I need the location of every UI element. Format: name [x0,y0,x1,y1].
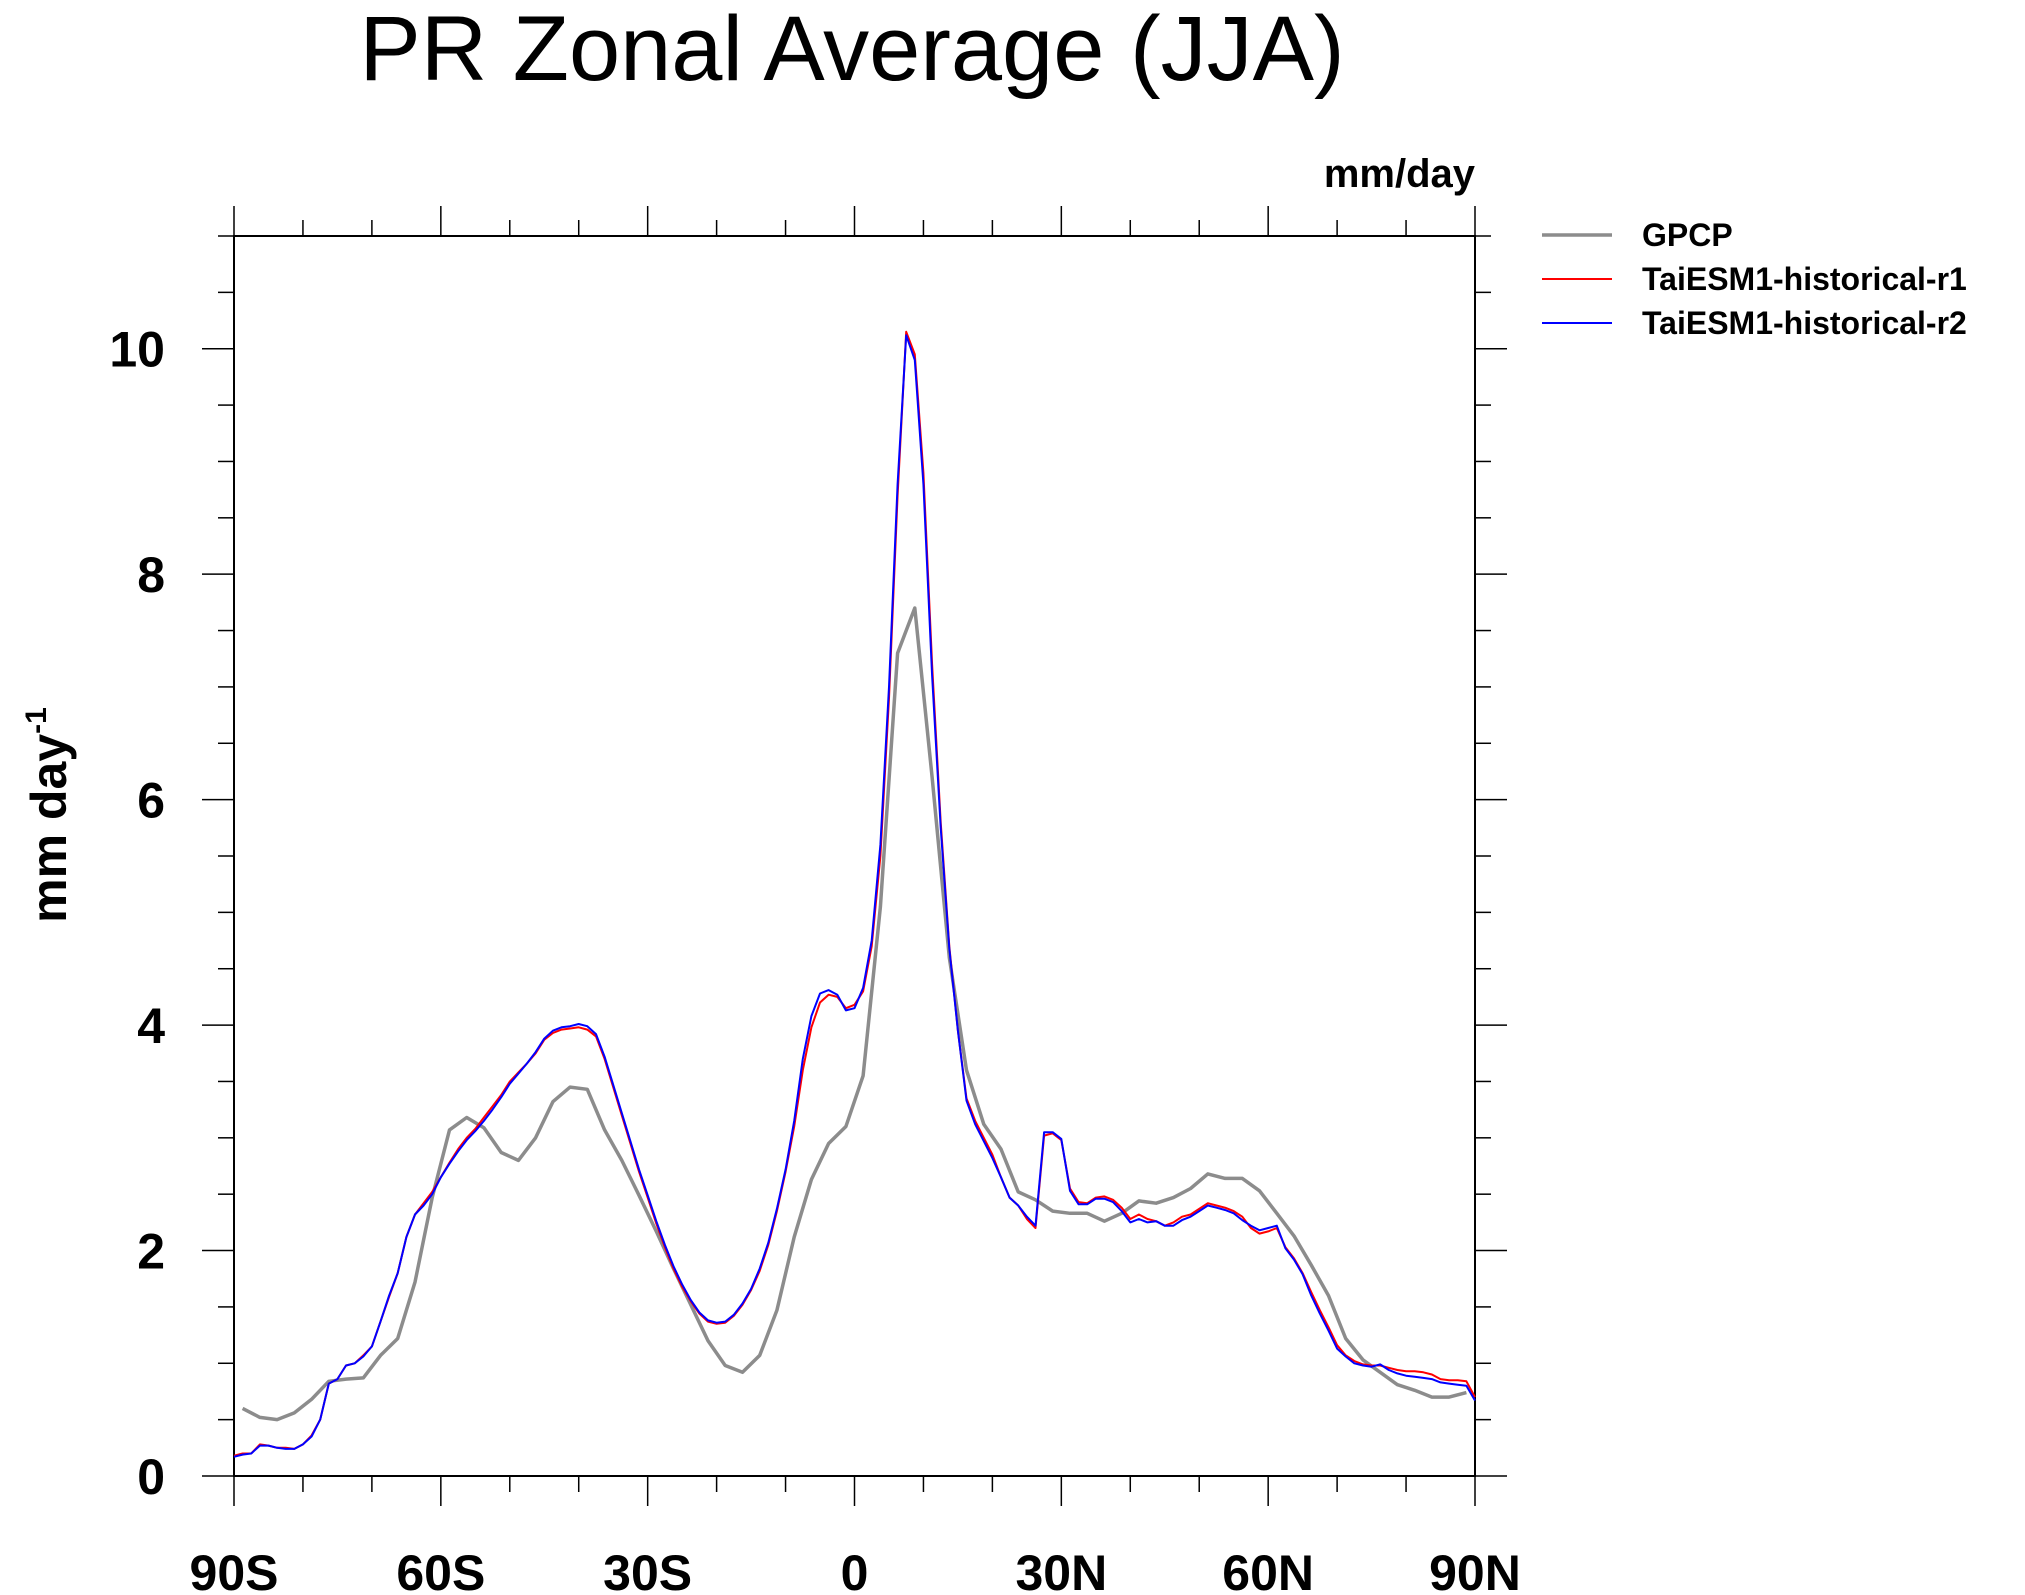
y-tick-label: 4 [137,998,165,1054]
y-tick-label: 2 [137,1224,165,1280]
x-tick-label: 60S [396,1545,485,1595]
x-tick-labels: 90S 60S 30S 0 30N 60N 90N [190,1545,1521,1595]
series-line-taiesm1-historical-r1 [233,330,1476,1457]
x-tick-label: 30S [603,1545,692,1595]
chart-title: PR Zonal Average (JJA) [359,0,1344,100]
series-line-taiesm1-historical-r2 [233,334,1476,1458]
y-tick-label: 6 [137,773,165,829]
y-tick-label: 8 [137,547,165,603]
legend-label: TaiESM1-historical-r2 [1642,305,1967,341]
series-line-gpcp [241,606,1467,1422]
y-tick-label: 10 [109,322,165,378]
y-axis-label-superscript: -1 [20,707,53,734]
y-tick-label: 0 [137,1449,165,1505]
y-axis-title: mm day-1 [20,707,77,923]
x-tick-label: 30N [1015,1545,1107,1595]
legend-label: GPCP [1642,217,1733,253]
x-tick-label: 90S [190,1545,279,1595]
y-tick-labels: 0 2 4 6 8 10 [109,322,165,1505]
x-tick-label: 60N [1222,1545,1314,1595]
units-label: mm/day [1324,152,1476,196]
x-tick-label: 90N [1429,1545,1521,1595]
axis-ticks [202,206,1507,1506]
svg-text:mm day-1: mm day-1 [20,707,77,923]
legend-label: TaiESM1-historical-r1 [1642,261,1967,297]
legend: GPCP TaiESM1-historical-r1 TaiESM1-histori… [1542,217,1967,341]
plot-frame [233,235,1476,1477]
series-lines [233,330,1476,1458]
x-tick-label: 0 [841,1545,869,1595]
y-axis-label: mm day [21,734,77,923]
